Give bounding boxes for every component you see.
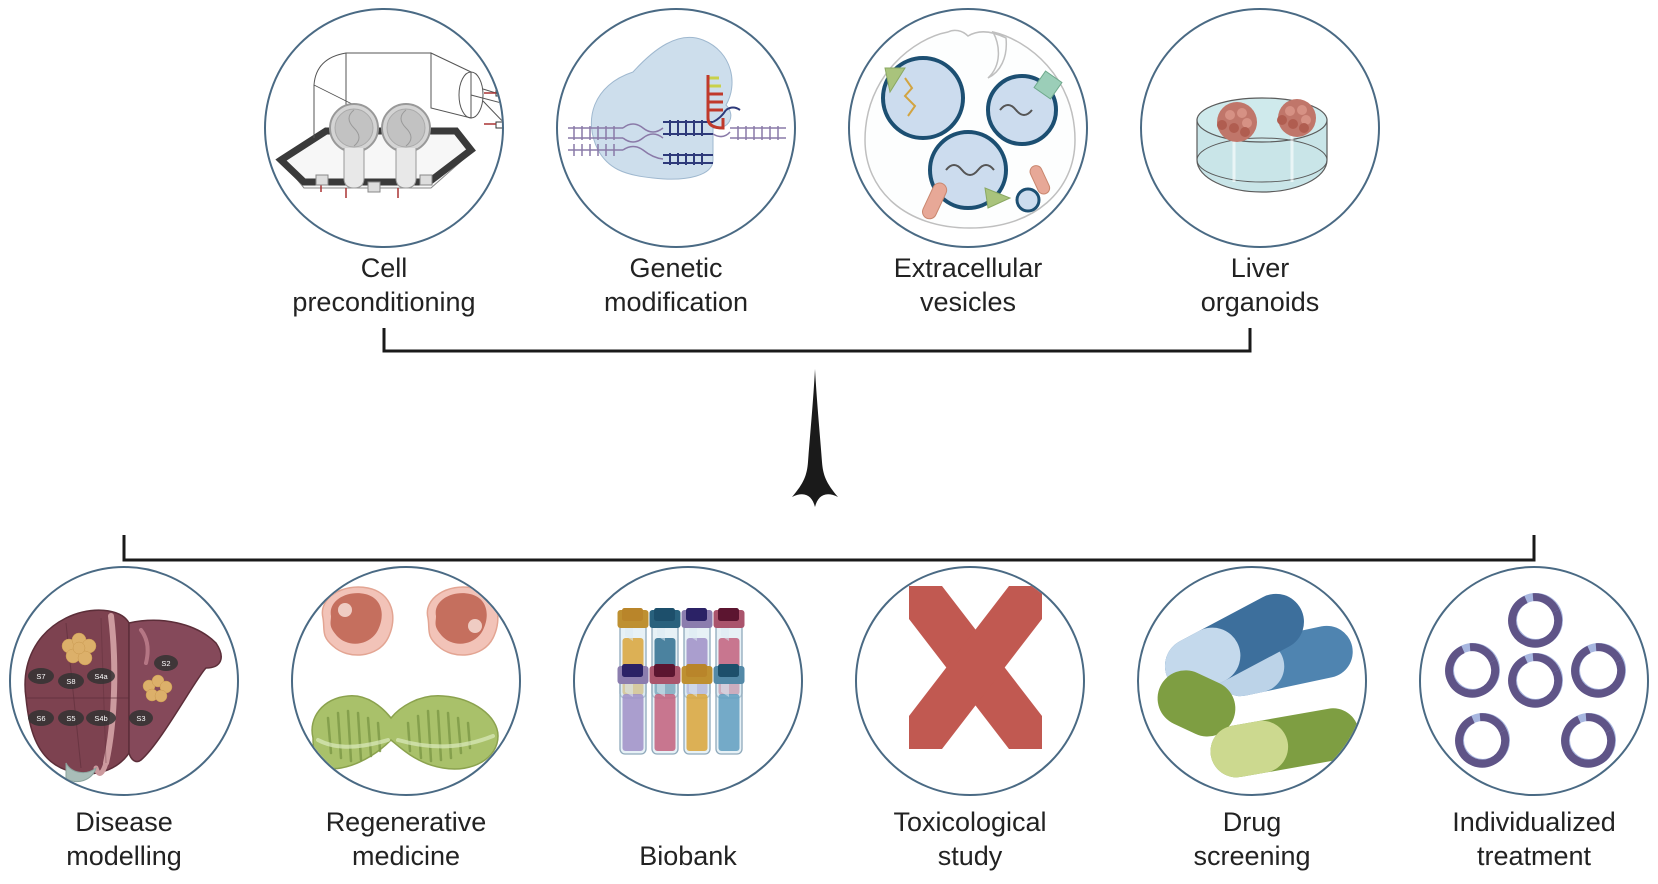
svg-text:S4b: S4b — [94, 714, 107, 723]
svg-text:S6: S6 — [36, 714, 45, 723]
svg-text:S5: S5 — [66, 714, 75, 723]
svg-text:S7: S7 — [36, 672, 45, 681]
svg-text:S4a: S4a — [94, 672, 108, 681]
svg-text:S3: S3 — [136, 714, 145, 723]
svg-text:S2: S2 — [161, 659, 170, 668]
svg-text:S8: S8 — [66, 677, 75, 686]
